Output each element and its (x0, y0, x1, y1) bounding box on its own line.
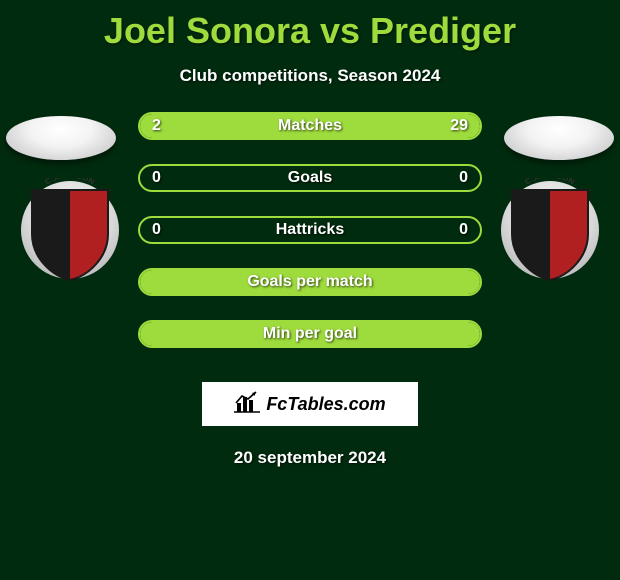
stat-row: Min per goal (138, 320, 482, 348)
club-badge-right: C.A COLON (498, 178, 602, 282)
watermark: FcTables.com (202, 382, 418, 426)
stat-label: Matches (278, 117, 342, 135)
comparison-body: C.A COLON C.A COLON 229Matches0 (0, 122, 620, 468)
stat-rows: 2 29 Matches 0 0 Goals 0 0 Hattricks Goals per ma… (138, 112, 482, 348)
stat-value-right: 0 (459, 169, 468, 187)
stat-row: 2 29 Matches (138, 112, 482, 140)
stat-value-left: 0 (152, 169, 161, 187)
player-avatar-left (6, 116, 116, 160)
stat-value-right: 29 (450, 117, 468, 135)
stat-value-left: 2 (152, 117, 161, 135)
player-avatar-right (504, 116, 614, 160)
comparison-subtitle: Club competitions, Season 2024 (0, 66, 620, 86)
stat-label: Goals per match (247, 273, 372, 291)
stat-value-right: 0 (459, 221, 468, 239)
stat-row: Goals per match (138, 268, 482, 296)
generation-date: 20 september 2024 (0, 448, 620, 468)
stat-row: 0 0 Goals (138, 164, 482, 192)
bars-icon (234, 391, 260, 418)
stat-row: 0 0 Hattricks (138, 216, 482, 244)
stat-label: Min per goal (263, 325, 357, 343)
comparison-title: Joel Sonora vs Prediger (0, 0, 620, 52)
watermark-text: FcTables.com (266, 394, 385, 415)
stat-label: Hattricks (276, 221, 344, 239)
stat-label: Goals (288, 169, 332, 187)
club-badge-left: C.A COLON (18, 178, 122, 282)
stat-value-left: 0 (152, 221, 161, 239)
